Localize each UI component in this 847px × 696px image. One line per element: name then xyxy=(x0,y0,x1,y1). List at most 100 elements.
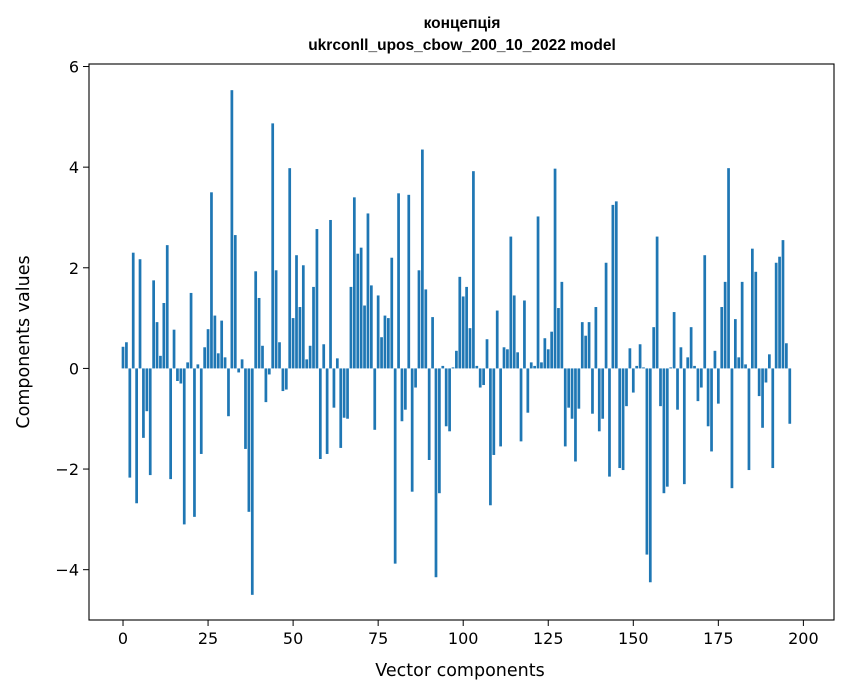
bar-5 xyxy=(138,259,142,369)
bar-84 xyxy=(407,194,411,369)
x-axis-label: Vector components xyxy=(375,661,544,681)
bar-62 xyxy=(332,368,336,408)
bar-78 xyxy=(387,318,390,369)
bar-150 xyxy=(631,368,635,393)
x-tick-label: 175 xyxy=(703,629,734,648)
bar-121 xyxy=(533,365,536,369)
bar-31 xyxy=(227,368,230,417)
bar-168 xyxy=(693,365,696,369)
y-axis-label: Components values xyxy=(14,255,34,428)
bar-193 xyxy=(778,256,781,369)
bar-135 xyxy=(580,322,584,369)
bar-99 xyxy=(458,276,462,369)
bar-94 xyxy=(441,365,445,369)
bar-149 xyxy=(628,348,632,369)
bar-9 xyxy=(152,280,155,369)
bar-41 xyxy=(261,345,264,369)
bar-38 xyxy=(250,368,254,595)
x-tick-label: 50 xyxy=(283,629,303,648)
bar-119 xyxy=(526,368,530,413)
bar-185 xyxy=(750,248,754,369)
bar-114 xyxy=(509,236,513,369)
y-tick-label: 2 xyxy=(69,259,79,278)
bar-81 xyxy=(397,193,400,369)
bar-188 xyxy=(761,368,764,428)
bar-61 xyxy=(329,219,332,369)
bar-79 xyxy=(390,257,394,369)
bar-192 xyxy=(774,262,778,369)
bar-88 xyxy=(421,149,424,369)
bar-195 xyxy=(785,343,788,369)
bar-69 xyxy=(356,253,360,369)
y-tick-label: 4 xyxy=(69,158,79,177)
plot-frame xyxy=(88,63,835,621)
y-tick-label: 0 xyxy=(69,359,79,378)
bar-52 xyxy=(298,307,302,369)
bar-19 xyxy=(186,362,190,369)
bar-142 xyxy=(604,262,608,369)
bar-160 xyxy=(665,368,669,487)
bar-13 xyxy=(165,245,169,369)
bar-25 xyxy=(206,329,210,369)
ticks-layer: 0 25 50 75 100 125 150 175 200 −4 −2 0 2 4 6 xyxy=(55,58,818,648)
bar-183 xyxy=(744,364,747,369)
chart-subtitle: ukrconll_upos_cbow_200_10_2022 model xyxy=(308,37,616,54)
bar-73 xyxy=(369,285,373,369)
bar-103 xyxy=(472,171,475,369)
bar-96 xyxy=(448,368,451,432)
bar-32 xyxy=(230,90,234,369)
bar-3 xyxy=(131,252,135,369)
bar-37 xyxy=(247,368,251,512)
bar-166 xyxy=(686,357,690,369)
bar-113 xyxy=(506,349,509,369)
bar-115 xyxy=(512,295,516,369)
bar-85 xyxy=(410,368,414,492)
bar-189 xyxy=(764,368,768,383)
bar-47 xyxy=(281,368,285,392)
x-tick-label: 150 xyxy=(618,629,649,648)
bar-4 xyxy=(135,368,138,504)
bar-180 xyxy=(733,319,737,369)
bar-133 xyxy=(574,368,577,462)
bar-123 xyxy=(540,362,543,369)
bar-0 xyxy=(121,346,125,369)
bar-106 xyxy=(482,368,485,386)
bar-33 xyxy=(233,235,237,369)
bar-55 xyxy=(308,345,312,369)
bar-76 xyxy=(380,337,383,369)
bar-14 xyxy=(169,368,173,480)
bar-27 xyxy=(213,315,217,369)
bar-143 xyxy=(608,368,611,477)
bar-58 xyxy=(318,368,322,459)
x-tick-label: 75 xyxy=(368,629,388,648)
bar-93 xyxy=(438,368,441,494)
bar-34 xyxy=(237,368,241,373)
bar-129 xyxy=(560,281,564,369)
bar-172 xyxy=(706,368,710,427)
bar-35 xyxy=(240,359,244,369)
bar-57 xyxy=(315,229,319,369)
bar-105 xyxy=(478,368,482,388)
bar-89 xyxy=(424,289,428,369)
bar-177 xyxy=(723,281,727,369)
bar-75 xyxy=(376,295,380,369)
bar-186 xyxy=(754,271,758,369)
bar-171 xyxy=(703,255,707,369)
bar-152 xyxy=(638,344,642,369)
bar-56 xyxy=(312,286,315,369)
bar-155 xyxy=(648,368,652,583)
bar-153 xyxy=(642,367,645,369)
bars-layer xyxy=(121,90,792,595)
bar-158 xyxy=(659,368,662,407)
bar-100 xyxy=(461,296,465,369)
bar-138 xyxy=(591,368,594,414)
bar-66 xyxy=(346,368,349,419)
bar-148 xyxy=(625,368,628,407)
bar-68 xyxy=(352,197,356,369)
bar-12 xyxy=(162,303,166,369)
y-tick-label: −4 xyxy=(55,561,79,580)
bar-39 xyxy=(254,271,258,369)
bar-60 xyxy=(325,368,329,454)
bar-102 xyxy=(468,328,472,369)
